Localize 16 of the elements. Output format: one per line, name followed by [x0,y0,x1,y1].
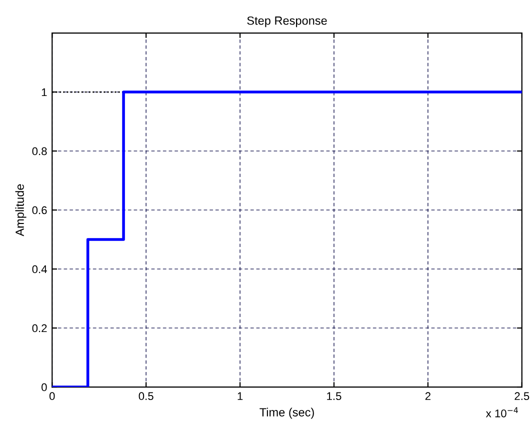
y-tick-label: 0.4 [32,265,47,274]
x-tick-label: 2 [425,392,430,400]
y-tick-label: 0.8 [32,147,47,156]
y-tick-label: 0.6 [32,206,47,214]
x-tick-label: 0.5 [138,392,154,400]
x-tick-label: 0 [49,392,55,400]
y-tick-label: 1 [42,88,47,96]
x-tick-label: 1 [238,392,243,400]
x-tick-label: 2.5 [514,392,530,400]
text: x 10$^{−4}$ [486,407,518,418]
y-tick-label: 0 [42,383,47,392]
y-axis-title: Amplitude [15,184,26,236]
x-tick-label: 1.5 [327,392,342,400]
y-tick-label: 0.2 [32,324,47,332]
x-axis-title: Time (sec) [260,408,314,419]
chart-title: Step Response [247,16,327,28]
